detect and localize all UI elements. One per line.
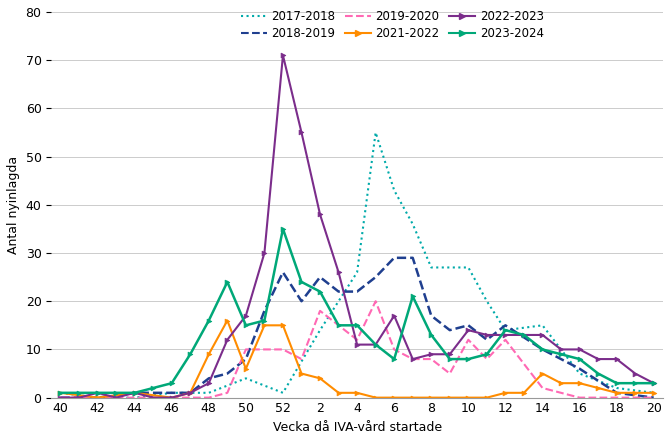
Y-axis label: Antal nyinlagda: Antal nyinlagda [7,156,20,254]
X-axis label: Vecka då IVA-vård startade: Vecka då IVA-vård startade [273,421,442,434]
Legend: 2017-2018, 2018-2019, 2019-2020, 2021-2022, 2022-2023, 2023-2024: 2017-2018, 2018-2019, 2019-2020, 2021-20… [241,10,544,40]
